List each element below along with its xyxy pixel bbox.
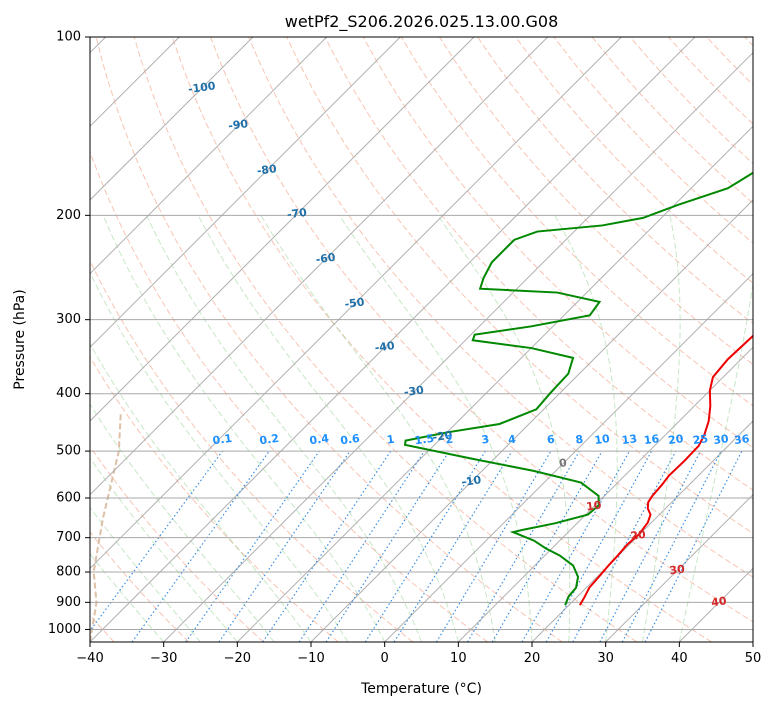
x-tick-label: 50 bbox=[745, 651, 762, 666]
y-tick-label: 400 bbox=[56, 386, 81, 401]
isotherm-label: -10 bbox=[461, 473, 483, 489]
mixing-ratio-label: 36 bbox=[733, 432, 750, 447]
x-tick-label: 30 bbox=[597, 651, 614, 666]
mixing-ratio-label: 1.5 bbox=[414, 432, 435, 447]
isotherm-label: -70 bbox=[286, 206, 308, 222]
y-axis-label: Pressure (hPa) bbox=[12, 289, 28, 389]
isotherm-label: -40 bbox=[374, 339, 396, 355]
mixing-ratio-label: 0.1 bbox=[212, 432, 233, 447]
isotherm-label: -60 bbox=[315, 251, 337, 267]
x-tick-label: 40 bbox=[671, 651, 688, 666]
warm-isotherm-label: 10 bbox=[585, 498, 602, 513]
warm-isotherm-label: 20 bbox=[630, 528, 647, 543]
x-tick-label: 20 bbox=[524, 651, 541, 666]
mixing-ratio-label: 0.4 bbox=[309, 432, 330, 448]
isotherm-label: -90 bbox=[227, 117, 249, 133]
mixing-ratio-label: 25 bbox=[692, 432, 709, 447]
mixing-ratio-label: 13 bbox=[621, 432, 638, 447]
y-tick-label: 800 bbox=[56, 565, 81, 580]
y-tick-label: 1000 bbox=[48, 622, 81, 637]
y-tick-label: 900 bbox=[56, 595, 81, 610]
warm-isotherm-label: 40 bbox=[710, 594, 727, 609]
mixing-ratio-label: 20 bbox=[667, 432, 684, 447]
x-tick-label: −30 bbox=[150, 651, 177, 666]
mixing-ratio-label: 16 bbox=[643, 432, 660, 447]
x-tick-label: 10 bbox=[450, 651, 467, 666]
mixing-ratio-label: 10 bbox=[594, 432, 611, 447]
x-axis-label: Temperature (°C) bbox=[360, 681, 482, 697]
x-tick-label: −40 bbox=[76, 651, 103, 666]
y-tick-label: 300 bbox=[56, 312, 81, 327]
warm-isotherm-label: 30 bbox=[669, 562, 686, 577]
isotherm-label: -80 bbox=[256, 162, 278, 178]
chart-title: wetPf2_S206.2026.025.13.00.G08 bbox=[285, 12, 559, 32]
x-tick-label: −20 bbox=[224, 651, 251, 666]
x-tick-label: −10 bbox=[297, 651, 324, 666]
mixing-ratio-label: 0.6 bbox=[339, 432, 360, 448]
y-tick-label: 700 bbox=[56, 530, 81, 545]
y-tick-label: 100 bbox=[56, 30, 81, 45]
y-tick-label: 600 bbox=[56, 491, 81, 506]
isotherm-label: -50 bbox=[344, 295, 366, 311]
x-tick-label: 0 bbox=[381, 651, 389, 666]
isotherm-label: -30 bbox=[403, 383, 425, 399]
y-tick-label: 200 bbox=[56, 208, 81, 223]
mixing-ratio-label: 30 bbox=[713, 432, 730, 447]
mixing-ratio-label: 0.2 bbox=[259, 432, 280, 447]
y-tick-label: 500 bbox=[56, 444, 81, 459]
